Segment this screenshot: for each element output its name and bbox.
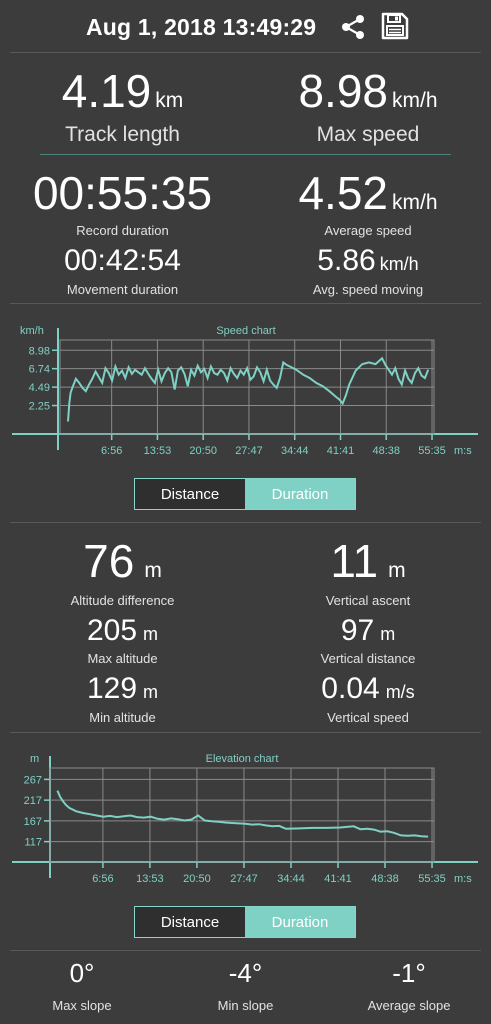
vertical-speed-value: 0.04 m/s (321, 672, 415, 705)
max-altitude-value: 205 m (86, 614, 159, 647)
x-tick-label: 6:56 (101, 445, 122, 457)
y-tick-label: 4.49 (29, 382, 50, 394)
divider (40, 154, 451, 155)
x-tick-label: 27:47 (230, 873, 258, 885)
track-length-value: 4.19 km (61, 65, 184, 117)
duration-toggle-button[interactable]: Duration (245, 479, 355, 509)
max-altitude-label: Max altitude (87, 651, 158, 666)
speed-series-line (67, 356, 430, 422)
altitude-difference-label: Altitude difference (70, 593, 175, 608)
floppy-disk-icon[interactable] (380, 11, 410, 41)
x-axis-unit-label: m:s (454, 445, 472, 457)
y-tick-label: 8.98 (29, 345, 50, 357)
elevation-chart-axis-toggle[interactable]: Distance Duration (134, 906, 356, 938)
track-length-label: Track length (65, 123, 180, 146)
min-slope-value: -4° (228, 958, 263, 988)
max-slope-label: Max slope (52, 998, 112, 1013)
average-speed-label: Average speed (324, 223, 412, 238)
divider (10, 522, 481, 523)
x-tick-label: 34:44 (277, 873, 305, 885)
x-tick-label: 41:41 (324, 873, 352, 885)
x-tick-label: 41:41 (327, 445, 355, 457)
max-speed-value: 8.98 km/h (298, 65, 438, 117)
min-altitude-value: 129 m (86, 672, 159, 705)
y-tick-label: 117 (24, 837, 42, 849)
y-tick-label: 217 (24, 795, 42, 807)
avg-speed-moving-label: Avg. speed moving (312, 282, 424, 297)
max-speed-label: Max speed (316, 123, 420, 146)
vertical-ascent-value: 11 m (330, 535, 406, 587)
plot-frame (49, 767, 435, 863)
speed-chart-axis-toggle[interactable]: Distance Duration (134, 478, 356, 510)
x-tick-label: 13:53 (144, 445, 172, 457)
vertical-speed-label: Vertical speed (327, 710, 409, 725)
x-axis-unit-label: m:s (454, 873, 472, 885)
divider (10, 950, 481, 951)
distance-toggle-button[interactable]: Distance (135, 907, 245, 937)
track-datetime: Aug 1, 2018 13:49:29 (86, 14, 317, 40)
elevation-series-line (56, 790, 429, 838)
vertical-ascent-label: Vertical ascent (325, 593, 411, 608)
y-axis-label: km/h (20, 325, 44, 337)
speed-chart[interactable]: Speed chart km/h 2.25 4.49 6.74 8.98 6:56 13:… (0, 312, 491, 462)
x-tick-label: 6:56 (92, 873, 113, 885)
y-tick-label: 267 (24, 774, 42, 786)
x-tick-label: 48:38 (372, 445, 400, 457)
altitude-difference-value: 76 m (83, 535, 162, 587)
x-tick-label: 13:53 (136, 873, 164, 885)
distance-toggle-button[interactable]: Distance (135, 479, 245, 509)
average-speed-value: 4.52 km/h (298, 167, 438, 219)
min-slope-label: Min slope (217, 998, 274, 1013)
min-altitude-label: Min altitude (89, 710, 156, 725)
record-duration-value: 00:55:35 (32, 167, 213, 219)
average-slope-label: Average slope (367, 998, 451, 1013)
x-tick-label: 20:50 (183, 873, 211, 885)
movement-duration-value: 00:42:54 (64, 244, 181, 277)
x-tick-label: 55:35 (418, 873, 446, 885)
movement-duration-label: Movement duration (66, 282, 179, 297)
y-tick-label: 167 (24, 816, 42, 828)
share-icon[interactable] (338, 12, 368, 42)
max-slope-value: 0° (69, 958, 95, 988)
record-duration-label: Record duration (76, 223, 169, 238)
duration-toggle-button[interactable]: Duration (245, 907, 355, 937)
divider (10, 52, 481, 53)
chart-title: Speed chart (216, 325, 275, 337)
chart-title: Elevation chart (206, 753, 279, 765)
average-slope-value: -1° (392, 958, 426, 988)
x-tick-label: 27:47 (235, 445, 263, 457)
x-tick-label: 34:44 (281, 445, 309, 457)
x-tick-label: 55:35 (418, 445, 446, 457)
elevation-chart[interactable]: Elevation chart m 117 167 217 267 6:56 13:53 2… (0, 740, 491, 890)
vertical-distance-label: Vertical distance (320, 651, 416, 666)
y-axis-label: m (30, 753, 39, 765)
vertical-distance-value: 97 m (340, 614, 396, 647)
y-tick-label: 2.25 (29, 401, 50, 413)
x-tick-label: 48:38 (371, 873, 399, 885)
y-tick-label: 6.74 (29, 364, 50, 376)
avg-speed-moving-value: 5.86 km/h (317, 244, 419, 277)
divider (10, 732, 481, 733)
x-tick-label: 20:50 (189, 445, 217, 457)
divider (10, 303, 481, 304)
